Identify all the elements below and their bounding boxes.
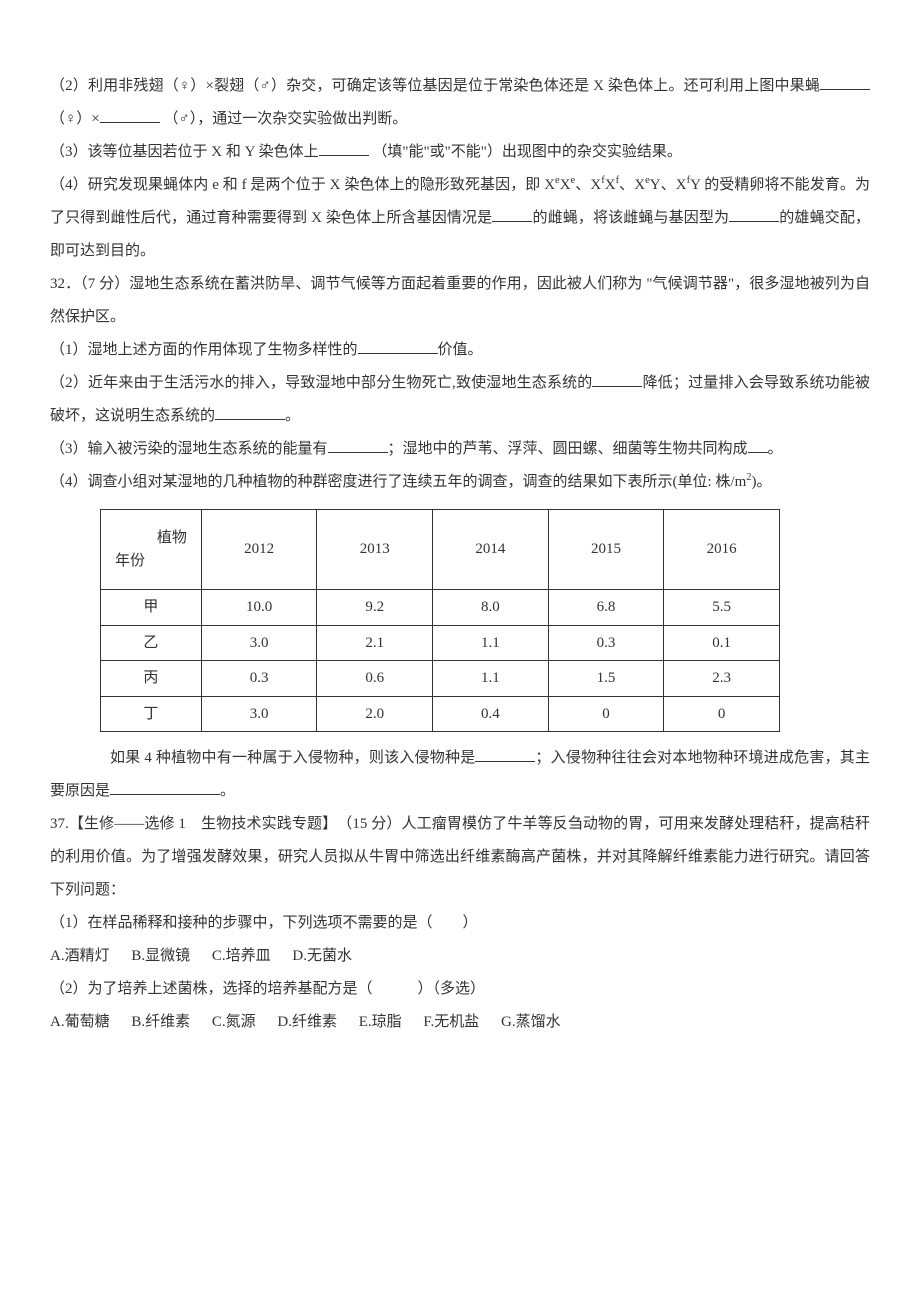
cell-value: 0.3	[201, 661, 317, 697]
row-label: 甲	[101, 590, 202, 626]
table-diag-header: 植物年份	[101, 510, 202, 590]
q32-p4-b: )。	[752, 474, 772, 490]
cell-value: 2.1	[317, 625, 433, 661]
q3-text-b: （填"能"或"不能"）出现图中的杂交实验结果。	[372, 144, 682, 160]
option-a: A.葡萄糖	[50, 1014, 110, 1030]
cell-value: 2.3	[664, 661, 780, 697]
option-b: B.显微镜	[131, 948, 190, 964]
option-d: D.纤维素	[277, 1014, 337, 1030]
question-37-intro: 37.【生修——选修 1 生物技术实践专题】 （15 分）人工瘤胃模仿了牛羊等反…	[50, 808, 870, 907]
cell-value: 0.3	[548, 625, 664, 661]
table-row: 丙0.30.61.11.52.3	[101, 661, 780, 697]
row-label: 丁	[101, 696, 202, 732]
table-header: 2014	[433, 510, 549, 590]
option-b: B.纤维素	[131, 1014, 190, 1030]
question-32-3: （3）输入被污染的湿地生态系统的能量有 ；湿地中的芦苇、浮萍、圆田螺、细菌等生物共…	[50, 433, 870, 466]
cell-value: 1.5	[548, 661, 664, 697]
table-header: 2012	[201, 510, 317, 590]
blank	[358, 338, 438, 354]
row-label: 丙	[101, 661, 202, 697]
option-g: G.蒸馏水	[501, 1014, 561, 1030]
question-32-2: （2）近年来由于生活污水的排入，导致湿地中部分生物死亡,致使湿地生态系统的降低；…	[50, 367, 870, 433]
blank	[215, 404, 285, 420]
table-header: 2015	[548, 510, 664, 590]
question-2: （2）利用非残翅（♀）×裂翅（♂）杂交，可确定该等位基因是位于常染色体还是 X …	[50, 70, 870, 136]
cell-value: 3.0	[201, 696, 317, 732]
table-row: 丁3.02.00.400	[101, 696, 780, 732]
q32-p2-a: （2）近年来由于生活污水的排入，导致湿地中部分生物死亡,致使湿地生态系统的	[50, 375, 592, 391]
table-row: 甲10.09.28.06.85.5	[101, 590, 780, 626]
question-37-1: （1）在样品稀释和接种的步骤中，下列选项不需要的是（ ）	[50, 907, 870, 940]
blank	[748, 437, 768, 453]
question-32-after: 如果 4 种植物中有一种属于入侵物种，则该入侵物种是；入侵物种往往会对本地物种环…	[50, 742, 870, 808]
option-c: C.氮源	[212, 1014, 256, 1030]
blank	[100, 107, 160, 123]
question-32-intro: 32．（7 分）湿地生态系统在蓄洪防旱、调节气候等方面起着重要的作用，因此被人们…	[50, 268, 870, 334]
question-3: （3）该等位基因若位于 X 和 Y 染色体上 （填"能"或"不能"）出现图中的杂…	[50, 136, 870, 169]
cell-value: 0.1	[664, 625, 780, 661]
q32-p1-a: （1）湿地上述方面的作用体现了生物多样性的	[50, 342, 358, 358]
q32-p3-c: 。	[768, 441, 783, 457]
q32a-text-a: 如果 4 种植物中有一种属于入侵物种，则该入侵物种是	[110, 750, 475, 766]
cell-value: 6.8	[548, 590, 664, 626]
row-label: 乙	[101, 625, 202, 661]
cell-value: 9.2	[317, 590, 433, 626]
q32-p3-a: （3）输入被污染的湿地生态系统的能量有	[50, 441, 328, 457]
option-c: C.培养皿	[212, 948, 271, 964]
blank	[492, 206, 532, 222]
option-a: A.酒精灯	[50, 948, 110, 964]
question-37-2: （2）为了培养上述菌株，选择的培养基配方是（ ）（多选）	[50, 973, 870, 1006]
q32a-text-c: 。	[220, 783, 235, 799]
density-table: 植物年份20122013201420152016甲10.09.28.06.85.…	[100, 509, 780, 732]
q4-text-c: 的雌蝇，将该雌蝇与基因型为	[532, 210, 729, 226]
blank	[592, 371, 642, 387]
question-37-1-options: A.酒精灯 B.显微镜 C.培养皿 D.无菌水	[50, 940, 870, 973]
cell-value: 0.4	[433, 696, 549, 732]
question-4: （4）研究发现果蝇体内 e 和 f 是两个位于 X 染色体上的隐形致死基因，即 …	[50, 169, 870, 268]
q32-p4-a: （4）调查小组对某湿地的几种植物的种群密度进行了连续五年的调查，调查的结果如下表…	[50, 474, 746, 490]
blank	[729, 206, 779, 222]
option-d: D.无菌水	[292, 948, 352, 964]
q2-text-b: （♀）×	[50, 111, 100, 127]
blank	[328, 437, 388, 453]
question-37-2-options: A.葡萄糖 B.纤维素 C.氮源 D.纤维素 E.琼脂 F.无机盐 G.蒸馏水	[50, 1006, 870, 1039]
cell-value: 5.5	[664, 590, 780, 626]
table-header: 2013	[317, 510, 433, 590]
cell-value: 2.0	[317, 696, 433, 732]
cell-value: 10.0	[201, 590, 317, 626]
cell-value: 1.1	[433, 661, 549, 697]
cell-value: 3.0	[201, 625, 317, 661]
blank	[110, 779, 220, 795]
question-32-1: （1）湿地上述方面的作用体现了生物多样性的 价值。	[50, 334, 870, 367]
q3-text-a: （3）该等位基因若位于 X 和 Y 染色体上	[50, 144, 319, 160]
table-header: 2016	[664, 510, 780, 590]
q32-p2-c: 。	[285, 408, 300, 424]
blank	[319, 140, 369, 156]
q32-p1-b: 价值。	[438, 342, 483, 358]
q2-text-c: （♂），通过一次杂交实验做出判断。	[163, 111, 407, 127]
question-32-4: （4）调查小组对某湿地的几种植物的种群密度进行了连续五年的调查，调查的结果如下表…	[50, 466, 870, 499]
cell-value: 0	[548, 696, 664, 732]
q32-p3-b: ；湿地中的芦苇、浮萍、圆田螺、细菌等生物共同构成	[388, 441, 748, 457]
blank	[820, 74, 870, 90]
cell-value: 8.0	[433, 590, 549, 626]
q2-text-a: （2）利用非残翅（♀）×裂翅（♂）杂交，可确定该等位基因是位于常染色体还是 X …	[50, 78, 820, 94]
option-e: E.琼脂	[359, 1014, 402, 1030]
option-f: F.无机盐	[423, 1014, 479, 1030]
cell-value: 1.1	[433, 625, 549, 661]
cell-value: 0	[664, 696, 780, 732]
q4-text-a: （4）研究发现果蝇体内 e 和 f 是两个位于 X 染色体上的隐形致死基因，即 …	[50, 177, 555, 193]
blank	[475, 746, 535, 762]
cell-value: 0.6	[317, 661, 433, 697]
table-row: 乙3.02.11.10.30.1	[101, 625, 780, 661]
